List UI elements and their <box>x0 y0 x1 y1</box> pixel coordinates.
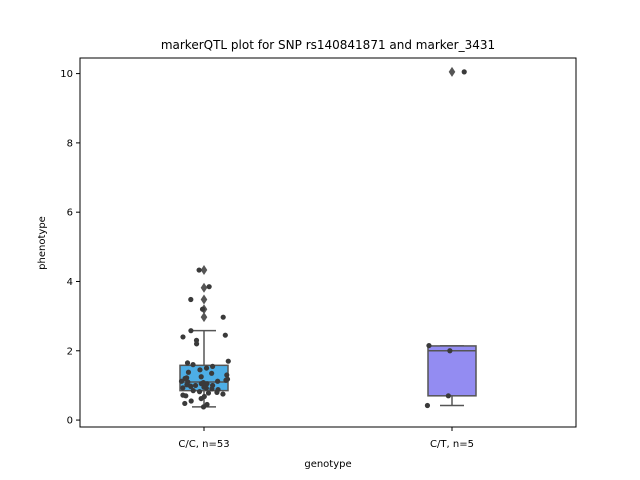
x-tick-label: C/T, n=5 <box>430 439 474 450</box>
data-point <box>180 385 186 391</box>
data-point <box>178 378 185 384</box>
outlier-marker <box>200 294 208 305</box>
data-point <box>205 390 212 396</box>
data-point <box>209 363 216 369</box>
data-point <box>193 337 200 343</box>
data-point <box>199 306 206 312</box>
axes-frame <box>79 57 577 428</box>
outlier-marker <box>200 312 208 323</box>
data-point <box>188 296 194 303</box>
box <box>427 345 477 397</box>
y-axis: 0 2 4 6 8 10 <box>60 69 80 427</box>
data-point <box>209 382 216 389</box>
data-point <box>201 393 207 400</box>
outlier-marker <box>448 66 456 77</box>
data-point <box>185 369 192 375</box>
data-point <box>203 365 210 371</box>
y-tick-label: 8 <box>67 138 73 149</box>
x-axis: C/C, n=53 C/T, n=5 <box>178 427 474 450</box>
strip-points <box>424 69 467 409</box>
data-point <box>224 376 231 382</box>
data-point <box>190 388 196 394</box>
data-point <box>185 379 191 385</box>
chart-title: markerQTL plot for SNP rs140841871 and m… <box>161 38 495 52</box>
y-axis-title: phenotype <box>37 216 48 270</box>
data-point <box>203 385 209 391</box>
data-point <box>188 383 194 389</box>
data-point <box>198 374 204 380</box>
outlier-marker <box>200 265 208 276</box>
data-point <box>192 382 199 389</box>
data-point <box>426 342 432 349</box>
data-point <box>206 284 212 290</box>
data-point <box>188 328 194 334</box>
strip-points <box>178 267 231 410</box>
data-point <box>214 389 220 395</box>
data-point <box>215 378 221 384</box>
data-point <box>188 398 194 404</box>
data-point <box>184 360 191 366</box>
data-point <box>198 381 204 387</box>
data-point <box>182 400 188 407</box>
data-point <box>461 69 467 75</box>
data-point <box>424 402 431 409</box>
data-point <box>180 334 186 340</box>
box-group <box>427 66 477 407</box>
data-point <box>197 367 203 373</box>
data-point <box>225 358 231 364</box>
data-point <box>445 393 451 399</box>
x-axis-title: genotype <box>304 459 351 470</box>
outlier-marker <box>200 282 208 293</box>
data-point <box>220 314 226 320</box>
data-point <box>183 393 189 399</box>
data-point <box>184 375 190 381</box>
y-tick-label: 6 <box>67 208 73 219</box>
data-point <box>220 391 226 397</box>
y-tick-label: 4 <box>67 277 73 288</box>
data-point <box>447 348 453 354</box>
plot-area <box>178 66 477 410</box>
data-point <box>224 372 230 378</box>
y-tick-label: 10 <box>60 69 73 80</box>
data-point <box>196 389 203 395</box>
data-point <box>196 267 202 273</box>
x-tick-label: C/C, n=53 <box>178 439 229 450</box>
data-point <box>209 370 215 376</box>
data-point <box>190 362 196 368</box>
data-point <box>222 332 228 338</box>
data-point <box>204 401 210 408</box>
y-tick-label: 2 <box>67 346 73 357</box>
y-tick-label: 0 <box>67 416 73 427</box>
